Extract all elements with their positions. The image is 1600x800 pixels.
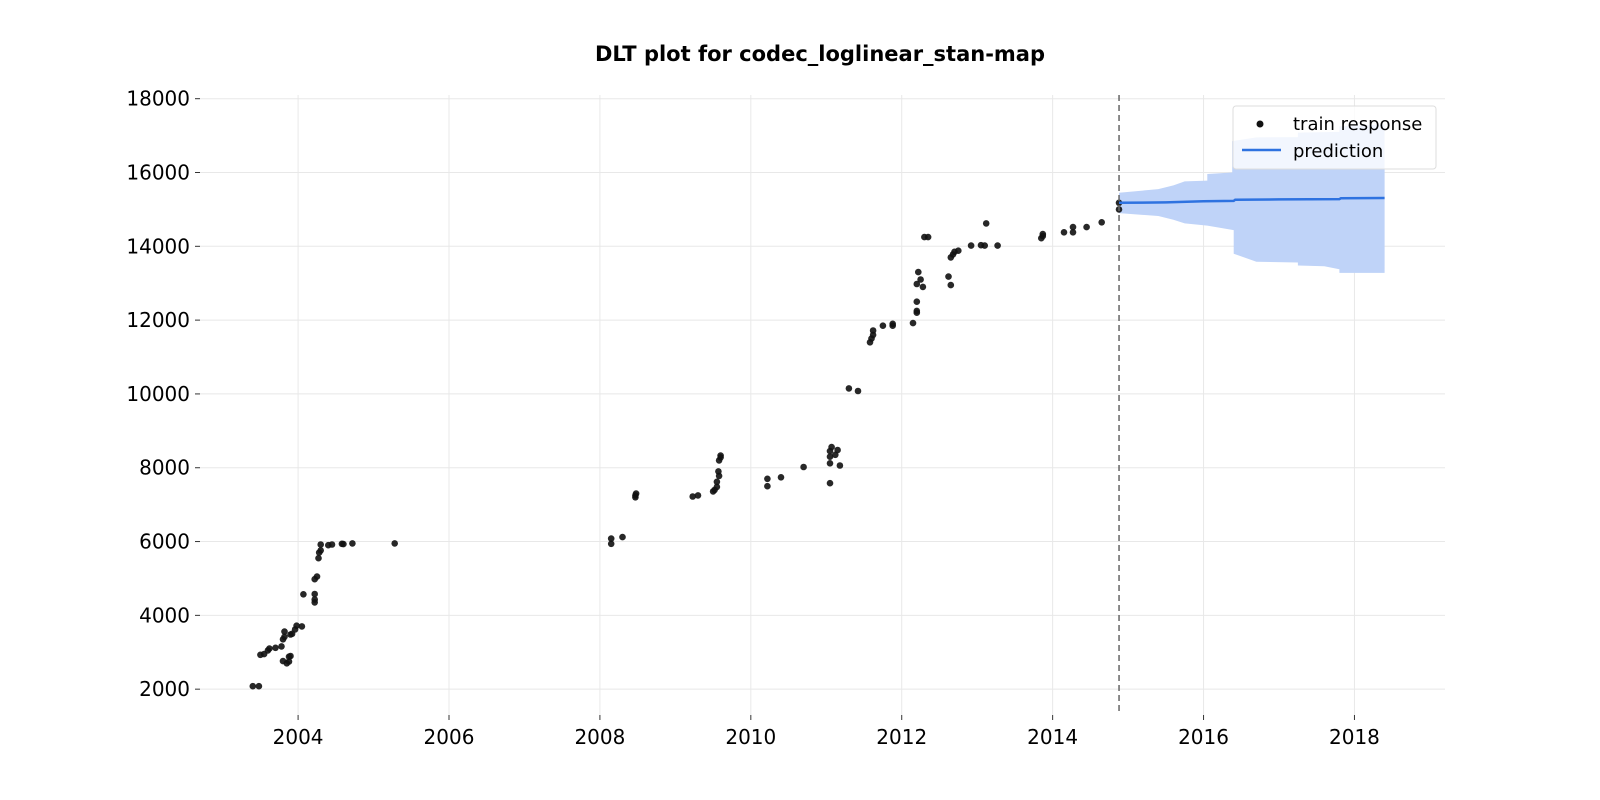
- train-response-point: [777, 474, 785, 481]
- train-response-point: [915, 268, 922, 276]
- x-tick-label: 2014: [1027, 725, 1078, 749]
- train-response-point: [607, 540, 615, 548]
- train-response-point: [909, 319, 917, 327]
- train-response-point: [311, 596, 319, 603]
- train-response-point: [913, 298, 921, 306]
- legend-train-marker: [1256, 120, 1264, 128]
- train-response-point: [836, 462, 844, 469]
- train-response-point: [249, 682, 257, 690]
- y-tick-label: 4000: [139, 603, 190, 627]
- x-tick-label: 2004: [273, 725, 324, 749]
- train-response-point: [981, 242, 988, 249]
- train-response-point: [826, 453, 834, 461]
- train-response-point: [945, 273, 952, 280]
- train-response-point: [913, 280, 921, 288]
- train-response-point: [764, 482, 771, 490]
- train-response-point: [287, 652, 294, 660]
- train-response-point: [854, 387, 862, 395]
- train-response-point: [982, 220, 990, 227]
- train-response-point: [278, 643, 285, 650]
- grid: [200, 95, 1445, 715]
- train-response-point: [994, 242, 1001, 249]
- train-response-point: [917, 276, 924, 283]
- legend-frame: [1232, 105, 1437, 170]
- train-response-point: [1060, 229, 1068, 236]
- prediction-series-line: [1118, 196, 1385, 205]
- train-response-point: [924, 233, 932, 241]
- train-response-point: [632, 490, 640, 497]
- train-response-point: [266, 645, 273, 652]
- y-tick-label: 18000: [126, 87, 190, 111]
- x-tick-label: 2012: [876, 725, 927, 749]
- train-response-point: [255, 682, 263, 690]
- y-tick-label: 8000: [139, 456, 190, 480]
- x-tick-label: 2016: [1178, 725, 1229, 749]
- train-response-point: [717, 452, 724, 459]
- train-response-point: [967, 242, 975, 249]
- train-response-point: [317, 541, 325, 548]
- train-response-point: [764, 475, 771, 483]
- legend: train response prediction: [1232, 105, 1437, 170]
- x-tick-label: 2006: [424, 725, 475, 749]
- train-response-point: [715, 468, 722, 475]
- train-response-point: [281, 628, 288, 635]
- train-response-point: [300, 591, 307, 598]
- train-response-point: [391, 540, 399, 547]
- y-tick-label: 10000: [126, 382, 190, 406]
- train-response-points: [249, 199, 1123, 690]
- y-tick-label: 2000: [139, 677, 190, 701]
- train-response-point: [826, 460, 834, 467]
- train-response-point: [281, 633, 288, 641]
- train-response-point: [800, 463, 807, 471]
- train-response-point: [349, 540, 356, 547]
- train-response-point: [311, 590, 319, 598]
- x-tick-label: 2010: [725, 725, 776, 749]
- train-response-point: [1069, 223, 1077, 231]
- train-response-point: [869, 327, 877, 334]
- train-response-point: [913, 307, 921, 315]
- legend-prediction-label: prediction: [1293, 141, 1383, 162]
- train-response-point: [1098, 219, 1105, 226]
- y-tick-label: 16000: [126, 161, 190, 185]
- train-response-point: [328, 541, 336, 548]
- train-response-point: [826, 479, 834, 487]
- train-response-point: [317, 547, 325, 554]
- y-tick-label: 12000: [126, 308, 190, 332]
- train-response-point: [713, 478, 721, 486]
- y-tick-label: 6000: [139, 530, 190, 554]
- train-response-point: [879, 322, 887, 330]
- train-response-point: [619, 533, 626, 541]
- train-response-point: [845, 385, 853, 392]
- train-response-point: [689, 493, 696, 500]
- train-response-point: [1069, 229, 1077, 236]
- train-response-point: [828, 443, 835, 451]
- train-response-point: [1083, 223, 1090, 231]
- train-response-point: [313, 573, 321, 580]
- train-response-point: [315, 554, 322, 562]
- train-response-point: [607, 535, 615, 542]
- train-response-point: [889, 320, 896, 328]
- train-response-point: [340, 540, 347, 548]
- prediction-line: [1118, 196, 1385, 205]
- chart-title: DLT plot for codec_loglinear_stan-map: [595, 42, 1045, 66]
- train-response-point: [834, 446, 841, 454]
- train-response-point: [955, 247, 962, 254]
- train-response-point: [293, 622, 300, 629]
- axes: 2004 2006 2008 2010 2012 2014 2016 2018 2000 4000…: [126, 87, 1380, 749]
- train-response-point: [919, 283, 927, 291]
- train-response-point: [298, 623, 306, 630]
- x-tick-label: 2018: [1329, 725, 1380, 749]
- train-response-point: [694, 492, 702, 499]
- train-response-point: [272, 644, 279, 652]
- x-tick-label: 2008: [574, 725, 625, 749]
- legend-train-label: train response: [1293, 114, 1422, 135]
- train-response-point: [947, 281, 955, 289]
- y-tick-label: 14000: [126, 234, 190, 258]
- train-response-point: [713, 483, 721, 491]
- train-response-point: [1039, 230, 1047, 238]
- train-response-point: [285, 658, 293, 665]
